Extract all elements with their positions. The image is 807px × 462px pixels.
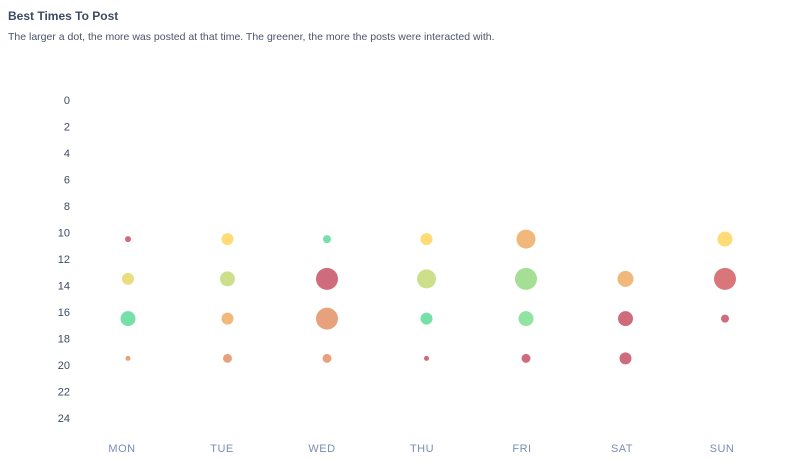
- data-point-sun-16.5[interactable]: [721, 314, 729, 323]
- y-tick-label: 12: [58, 254, 70, 266]
- chart-subtitle: The larger a dot, the more was posted at…: [8, 31, 495, 43]
- data-point-sun-10.5[interactable]: [717, 231, 733, 247]
- data-point-mon-10.5[interactable]: [125, 236, 131, 243]
- data-point-tue-10.5[interactable]: [221, 233, 234, 246]
- y-tick-label: 22: [58, 387, 70, 399]
- y-tick-label: 24: [58, 413, 70, 425]
- y-tick-label: 6: [64, 175, 70, 187]
- y-tick-label: 2: [64, 122, 70, 134]
- y-tick-label: 16: [58, 307, 70, 319]
- data-point-sun-13.5[interactable]: [714, 267, 736, 290]
- data-point-wed-10.5[interactable]: [323, 235, 331, 244]
- x-tick-label: TUE: [210, 443, 234, 455]
- data-point-tue-16.5[interactable]: [221, 312, 234, 325]
- data-point-mon-13.5[interactable]: [122, 272, 134, 285]
- data-point-thu-13.5[interactable]: [417, 269, 436, 289]
- chart-title: Best Times To Post: [8, 9, 119, 23]
- y-tick-label: 10: [58, 228, 70, 240]
- y-tick-label: 14: [58, 281, 70, 293]
- data-point-wed-13.5[interactable]: [316, 267, 338, 290]
- data-point-thu-19.5[interactable]: [424, 355, 429, 361]
- y-tick-label: 20: [58, 360, 70, 372]
- x-tick-label: SAT: [611, 443, 633, 455]
- x-tick-label: WED: [308, 443, 335, 455]
- data-point-thu-16.5[interactable]: [420, 312, 433, 325]
- data-point-mon-16.5[interactable]: [120, 311, 136, 327]
- x-tick-label: THU: [410, 443, 434, 455]
- data-point-fri-10.5[interactable]: [516, 229, 536, 249]
- y-tick-label: 0: [64, 95, 70, 107]
- y-tick-label: 8: [64, 201, 70, 213]
- data-point-fri-19.5[interactable]: [521, 353, 531, 363]
- data-point-fri-13.5[interactable]: [515, 267, 537, 290]
- data-point-wed-16.5[interactable]: [316, 307, 338, 330]
- data-point-sat-13.5[interactable]: [617, 270, 634, 287]
- x-tick-label: FRI: [512, 443, 531, 455]
- x-tick-label: MON: [108, 443, 135, 455]
- data-point-thu-10.5[interactable]: [420, 233, 433, 246]
- data-point-fri-16.5[interactable]: [518, 311, 534, 327]
- data-point-wed-19.5[interactable]: [322, 353, 332, 363]
- data-point-sat-16.5[interactable]: [618, 311, 633, 327]
- y-tick-label: 18: [58, 334, 70, 346]
- y-tick-label: 4: [64, 148, 70, 160]
- data-point-tue-13.5[interactable]: [220, 271, 235, 287]
- data-point-sat-19.5[interactable]: [619, 352, 632, 365]
- data-point-mon-19.5[interactable]: [125, 355, 131, 361]
- data-point-tue-19.5[interactable]: [223, 353, 232, 363]
- x-tick-label: SUN: [710, 443, 735, 455]
